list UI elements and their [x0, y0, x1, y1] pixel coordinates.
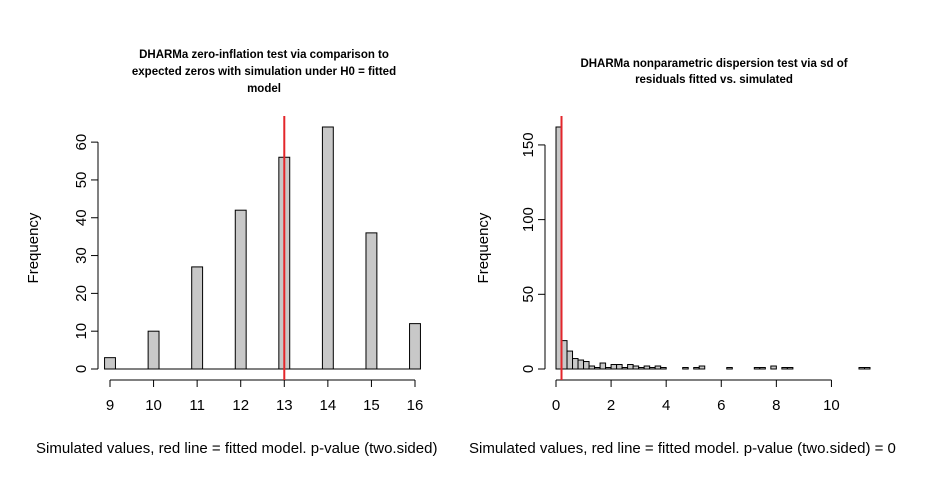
bar: [610, 364, 618, 370]
bar: [594, 367, 601, 370]
histogram-bars: [555, 126, 871, 370]
bar: [693, 367, 700, 370]
x-tick-label: 13: [276, 397, 293, 414]
x-axis-label: Simulated values, red line = fitted mode…: [36, 440, 437, 457]
y-tick-label: 100: [520, 207, 537, 232]
bar: [588, 365, 596, 370]
y-ticks: 0 10 20 30 40 50 60: [73, 134, 98, 373]
bar: [660, 367, 667, 370]
bar: [753, 367, 761, 370]
bar: [365, 232, 378, 370]
bar: [726, 367, 733, 370]
bar: [781, 367, 788, 370]
bar: [566, 350, 574, 370]
x-tick-label: 9: [106, 397, 114, 414]
y-tick-label: 10: [73, 323, 90, 340]
y-tick-label: 20: [73, 285, 90, 302]
bar: [147, 330, 160, 370]
chart-title-line-1: DHARMa zero-inflation test via compariso…: [139, 49, 389, 61]
y-axis-label: Frequency: [475, 212, 492, 283]
bar: [654, 365, 662, 370]
y-tick-label: 50: [520, 286, 537, 303]
chart-title-line-2: expected zeros with simulation under H0 …: [132, 66, 396, 78]
bar: [638, 367, 645, 370]
chart-title-line-1: DHARMa nonparametric dispersion test via…: [580, 58, 847, 70]
x-tick-label: 8: [772, 397, 780, 414]
bar: [616, 364, 623, 370]
x-tick-label: 15: [363, 397, 380, 414]
y-tick-label: 150: [520, 132, 537, 157]
dispersion-histogram: DHARMa nonparametric dispersion test via…: [469, 58, 896, 457]
bar: [605, 367, 612, 370]
bar: [863, 367, 871, 370]
y-tick-label: 40: [73, 209, 90, 226]
y-tick-label: 50: [73, 172, 90, 189]
bar: [572, 358, 579, 370]
x-tick-label: 0: [552, 397, 560, 414]
chart-title-line-2: residuals fitted vs. simulated: [635, 74, 793, 86]
histogram-bars: [104, 126, 421, 370]
bar: [191, 266, 204, 370]
bar: [698, 365, 706, 370]
bar: [786, 367, 794, 370]
bar: [599, 362, 607, 370]
x-tick-label: 10: [145, 397, 162, 414]
y-tick-label: 0: [520, 365, 537, 373]
y-tick-label: 0: [73, 365, 90, 373]
bar: [409, 323, 421, 370]
bar: [104, 357, 116, 370]
y-tick-label: 60: [73, 134, 90, 151]
bar: [858, 367, 865, 370]
bar: [234, 209, 247, 370]
x-tick-label: 2: [607, 397, 615, 414]
y-ticks: 0 50 100 150: [520, 132, 545, 373]
x-ticks: 9 10 11 12 13 14 15 16: [106, 380, 424, 414]
bar: [632, 365, 640, 370]
bar: [682, 367, 689, 370]
bar: [627, 364, 634, 370]
x-tick-label: 11: [189, 397, 205, 414]
bar: [321, 126, 334, 370]
zero-inflation-histogram: DHARMa zero-inflation test via compariso…: [25, 49, 437, 457]
x-tick-label: 16: [407, 397, 424, 414]
bar: [649, 367, 656, 370]
bar: [621, 367, 629, 370]
x-tick-label: 6: [717, 397, 725, 414]
x-tick-label: 14: [320, 397, 337, 414]
bar: [759, 367, 766, 370]
x-axis-label: Simulated values, red line = fitted mode…: [469, 440, 896, 457]
x-ticks: 0 2 4 6 8 10: [552, 380, 840, 414]
chart-title-line-3: model: [247, 83, 281, 95]
x-tick-label: 10: [823, 397, 840, 414]
x-tick-label: 4: [662, 397, 670, 414]
bar: [583, 361, 590, 370]
bar: [770, 365, 777, 370]
y-axis-label: Frequency: [25, 212, 42, 283]
x-tick-label: 12: [232, 397, 249, 414]
bar: [577, 359, 585, 370]
y-tick-label: 30: [73, 247, 90, 264]
bar: [643, 365, 651, 370]
